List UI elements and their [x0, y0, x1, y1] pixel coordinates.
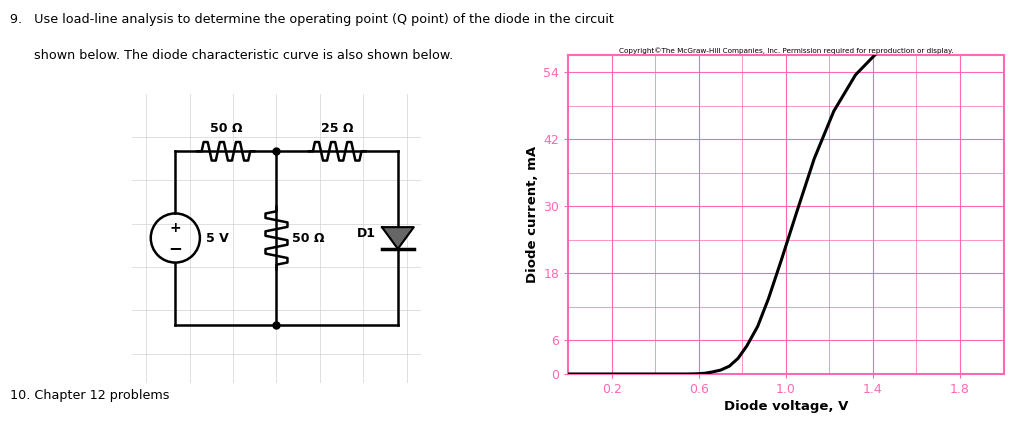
Text: Copyright©The McGraw-Hill Companies, Inc. Permission required for reproduction o: Copyright©The McGraw-Hill Companies, Inc…	[618, 47, 953, 54]
Text: 10. Chapter 12 problems: 10. Chapter 12 problems	[10, 388, 170, 402]
Text: 50 Ω: 50 Ω	[210, 122, 242, 136]
Text: 50 Ω: 50 Ω	[293, 232, 325, 244]
Text: 5 V: 5 V	[206, 232, 228, 244]
Text: 25 Ω: 25 Ω	[321, 122, 353, 136]
Polygon shape	[382, 227, 414, 249]
Text: D1: D1	[357, 227, 376, 240]
Text: −: −	[168, 239, 182, 257]
Text: shown below. The diode characteristic curve is also shown below.: shown below. The diode characteristic cu…	[10, 49, 454, 62]
X-axis label: Diode voltage, V: Diode voltage, V	[724, 400, 848, 413]
Text: +: +	[170, 221, 181, 235]
Text: 9.   Use load-line analysis to determine the operating point (Q point) of the di: 9. Use load-line analysis to determine t…	[10, 13, 614, 26]
Y-axis label: Diode current, mA: Diode current, mA	[526, 146, 540, 283]
